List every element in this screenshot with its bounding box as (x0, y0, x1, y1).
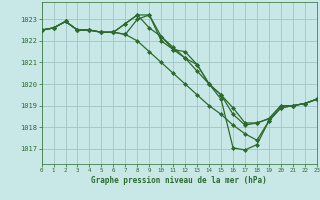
X-axis label: Graphe pression niveau de la mer (hPa): Graphe pression niveau de la mer (hPa) (91, 176, 267, 185)
